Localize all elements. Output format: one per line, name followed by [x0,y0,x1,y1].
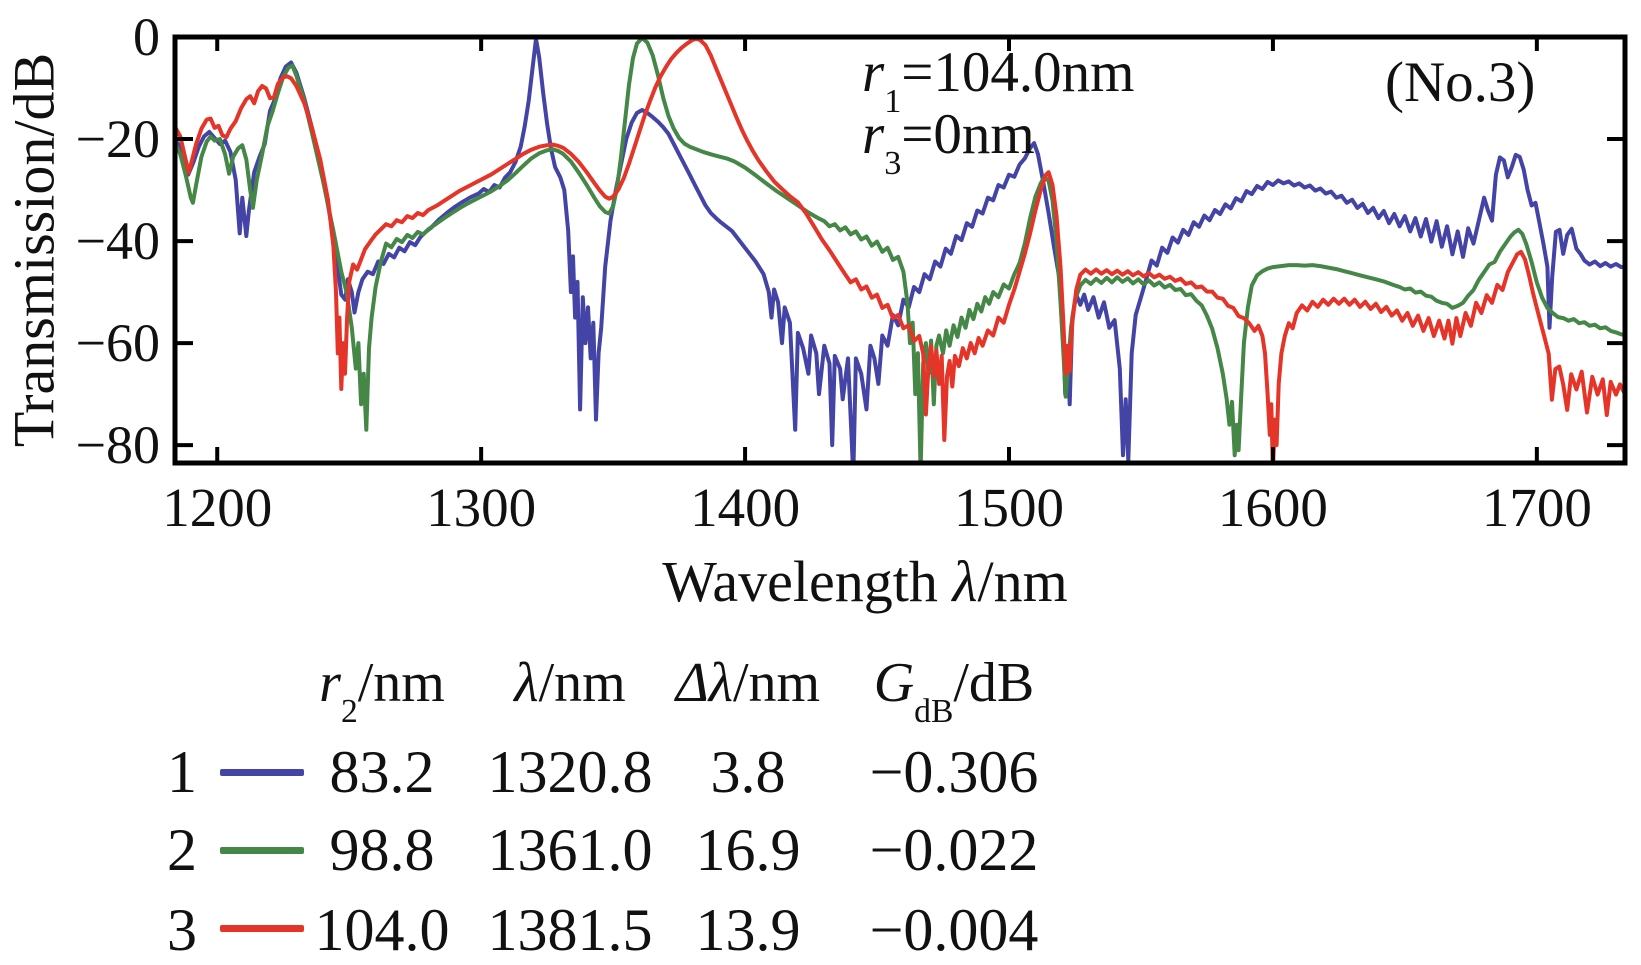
y-tick-label: −80 [75,415,160,476]
legend-swatch-red [220,925,304,932]
legend-header-lambda: λ/nm [514,648,625,718]
r1-value: =104.0nm [901,41,1135,104]
curve-series-3 [175,37,1625,463]
legend-row-3-dlambda: 13.9 [695,897,801,963]
legend-row-1-index: 1 [167,739,197,805]
legend-row-1-gdb: −0.306 [869,739,1039,805]
legend-header-r2-symbol: r [319,652,341,714]
x-tick-label: 1400 [690,477,801,538]
y-tick-label: 0 [133,7,160,67]
x-tick-label: 1500 [954,477,1064,538]
annotation-r3: r3=0nm [862,103,1135,181]
legend-header-gdb-unit: /dB [953,652,1035,714]
legend-swatch-green [220,847,304,854]
x-axis-title-text: Wavelength [662,549,953,614]
legend-row-2-dlambda: 16.9 [695,817,801,883]
lambda-symbol: λ [952,549,978,614]
panel-label: (No.3) [1385,51,1536,114]
annotation-r1: r1=104.0nm [862,41,1135,119]
legend-header-gdb-symbol: G [873,652,915,714]
legend-row-1-lambda: 1320.8 [487,739,653,805]
legend-header-lambda-unit: /nm [538,652,626,714]
legend-row-2-r2: 98.8 [329,817,435,883]
x-tick-label: 1200 [162,477,273,538]
legend-row-3-lambda: 1381.5 [487,897,653,963]
legend-row-1-r2: 83.2 [329,739,435,805]
r1-symbol: r [862,41,885,104]
legend-header-lambda-symbol: λ [514,652,539,714]
r3-subscript: 3 [884,144,902,182]
legend-swatch-blue [220,769,304,776]
legend-row-3-gdb: −0.004 [869,897,1039,963]
legend-row-2-gdb: −0.022 [869,817,1039,883]
x-tick-label: 1600 [1217,477,1328,538]
legend-row-3-r2: 104.0 [314,897,450,963]
x-axis-title-unit: /nm [977,549,1068,614]
y-tick-label: −40 [75,211,160,272]
y-tick-label: −20 [75,109,160,170]
legend-header-dlambda-unit: /nm [733,652,821,714]
r1-subscript: 1 [884,82,902,120]
y-tick-label: −60 [75,313,160,374]
legend-row-2-lambda: 1361.0 [487,817,653,883]
y-axis-title: Transmission/dB [1,52,67,448]
r3-value: =0nm [901,103,1035,166]
legend-row-3-index: 3 [167,897,197,963]
annotation-block: r1=104.0nm r3=0nm [862,41,1135,181]
legend-header-gdb-sub: dB [914,692,954,730]
legend-header-gdb: GdB/dB [873,648,1035,728]
legend-row-2-index: 2 [167,817,197,883]
legend-header-dlambda: Δλ/nm [676,648,820,718]
legend-header-r2-unit: /nm [357,652,445,714]
legend-header-r2-sub: 2 [340,692,358,730]
x-tick-label: 1700 [1481,477,1592,538]
x-axis-title: Wavelength λ/nm [615,548,1115,615]
x-tick-label: 1300 [426,477,537,538]
curve-series-2 [175,37,1625,463]
legend-header-dlambda-symbol: Δλ [675,652,733,714]
r3-symbol: r [862,103,885,166]
legend-row-1-dlambda: 3.8 [710,739,786,805]
plot-frame [172,34,1628,466]
legend-header-r2: r2/nm [319,648,445,728]
